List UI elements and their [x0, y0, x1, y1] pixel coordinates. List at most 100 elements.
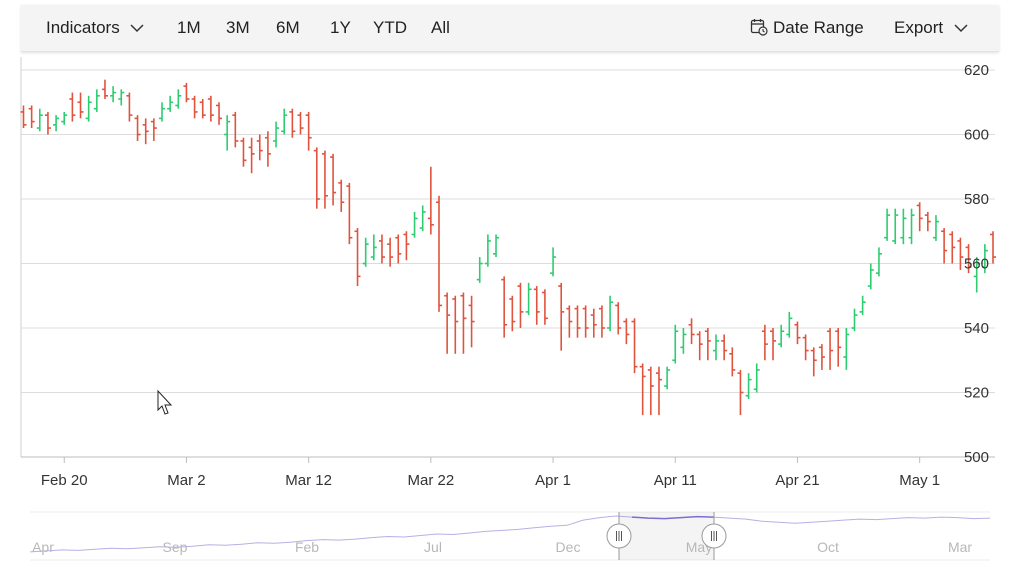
ohlc-bar	[313, 147, 320, 209]
ohlc-bar	[900, 208, 907, 245]
ohlc-bar	[501, 276, 508, 338]
ohlc-bar	[436, 195, 442, 312]
period-button-3m[interactable]: 3M	[226, 18, 250, 37]
chevron-down-icon	[954, 24, 968, 33]
y-tick-label: 500	[964, 449, 989, 466]
ohlc-bar	[810, 347, 817, 377]
ohlc-bar	[965, 244, 972, 274]
ohlc-bar	[240, 137, 247, 167]
y-tick-label: 540	[964, 320, 989, 337]
navigator-selection[interactable]	[619, 512, 714, 560]
ohlc-bar	[354, 228, 361, 287]
y-tick-label: 600	[964, 127, 989, 144]
ohlc-bar	[175, 89, 182, 109]
ohlc-bar	[875, 247, 882, 277]
ohlc-bar	[468, 295, 475, 348]
ohlc-bar	[444, 292, 451, 354]
ohlc-bar	[321, 150, 328, 209]
ohlc-bar	[484, 234, 491, 267]
ohlc-bar	[680, 328, 687, 354]
ohlc-bar	[69, 92, 76, 122]
ohlc-bar	[949, 231, 956, 264]
ohlc-bar	[77, 92, 84, 119]
ohlc-bar	[53, 115, 60, 132]
ohlc-bar	[664, 366, 671, 390]
period-button-all[interactable]: All	[431, 18, 450, 37]
y-tick-label: 520	[964, 385, 989, 402]
ohlc-bar	[704, 328, 711, 361]
ohlc-bar	[44, 111, 51, 135]
navigator-label: Mar	[948, 539, 972, 555]
ohlc-bar	[36, 108, 43, 132]
ohlc-bar	[672, 324, 679, 364]
ohlc-bar	[264, 131, 271, 167]
ohlc-bar	[305, 111, 312, 151]
ohlc-bar	[550, 247, 557, 277]
ohlc-bar	[150, 118, 157, 141]
period-button-6m[interactable]: 6M	[276, 18, 300, 37]
ohlc-bar	[110, 86, 117, 103]
ohlc-bar	[207, 95, 214, 122]
x-tick-label: Apr 21	[775, 472, 819, 489]
ohlc-bar	[126, 92, 133, 122]
ohlc-bar	[566, 305, 573, 338]
ohlc-bar	[362, 237, 369, 267]
ohlc-bar	[786, 311, 793, 338]
ohlc-bar	[509, 295, 516, 332]
ohlc-series	[20, 79, 996, 416]
calendar-icon	[750, 19, 768, 36]
ohlc-bar	[859, 295, 866, 316]
navigator-handle[interactable]	[701, 523, 727, 549]
navigator-label: Apr	[32, 539, 54, 555]
mouse-cursor-icon	[157, 389, 173, 415]
ohlc-bar	[370, 234, 377, 261]
export-label: Export	[894, 18, 944, 37]
navigator-handle[interactable]	[606, 523, 632, 549]
indicators-dropdown[interactable]: Indicators	[46, 5, 144, 51]
x-tick-label: Apr 1	[535, 472, 571, 489]
ohlc-bar	[753, 363, 760, 393]
ohlc-bar	[199, 99, 206, 119]
ohlc-bar	[232, 111, 239, 148]
period-button-1m[interactable]: 1M	[177, 18, 201, 37]
ohlc-bar	[403, 231, 410, 261]
ohlc-bar	[884, 208, 891, 241]
ohlc-bar	[533, 286, 540, 325]
ohlc-bar	[460, 292, 467, 354]
ohlc-bar	[745, 373, 752, 399]
x-tick-label: Feb 20	[41, 472, 88, 489]
ohlc-bar	[191, 95, 198, 119]
navigator-label: Feb	[295, 539, 319, 555]
grid	[20, 57, 995, 458]
ohlc-bar	[134, 115, 141, 141]
ohlc-bar	[843, 328, 850, 370]
export-dropdown[interactable]: Export	[894, 5, 968, 51]
period-button-1y[interactable]: 1Y	[330, 18, 351, 37]
indicators-label: Indicators	[46, 18, 120, 37]
ohlc-bar	[541, 289, 548, 325]
date-range-button[interactable]: Date Range	[750, 5, 864, 51]
navigator-selected-series	[631, 515, 714, 520]
ohlc-bar	[159, 102, 165, 122]
ohlc-bar	[493, 234, 500, 258]
ohlc-bar	[867, 263, 874, 290]
ohlc-bar	[216, 102, 223, 125]
ohlc-bar	[737, 369, 744, 416]
navigator[interactable]: Apr Sep Feb Jul Dec May Oct Mar	[29, 511, 991, 561]
period-button-ytd[interactable]: YTD	[373, 18, 407, 37]
y-tick-label: 580	[964, 191, 989, 208]
ohlc-bar	[142, 118, 149, 145]
ohlc-bar	[623, 318, 630, 345]
navigator-series	[29, 515, 991, 553]
ohlc-bar	[101, 79, 108, 100]
ohlc-bar	[378, 234, 385, 264]
ohlc-bar	[387, 237, 394, 267]
navigator-label: Jul	[424, 539, 442, 555]
ohlc-bar	[289, 108, 296, 138]
x-axis: Feb 20 Mar 2 Mar 12 Mar 22 Apr 1 Apr 11 Apr 21…	[41, 457, 940, 489]
navigator-label: Sep	[163, 539, 188, 555]
ohlc-bar	[818, 344, 825, 370]
ohlc-bar	[452, 295, 459, 354]
ohlc-bar	[802, 334, 809, 361]
ohlc-bar	[281, 108, 288, 135]
